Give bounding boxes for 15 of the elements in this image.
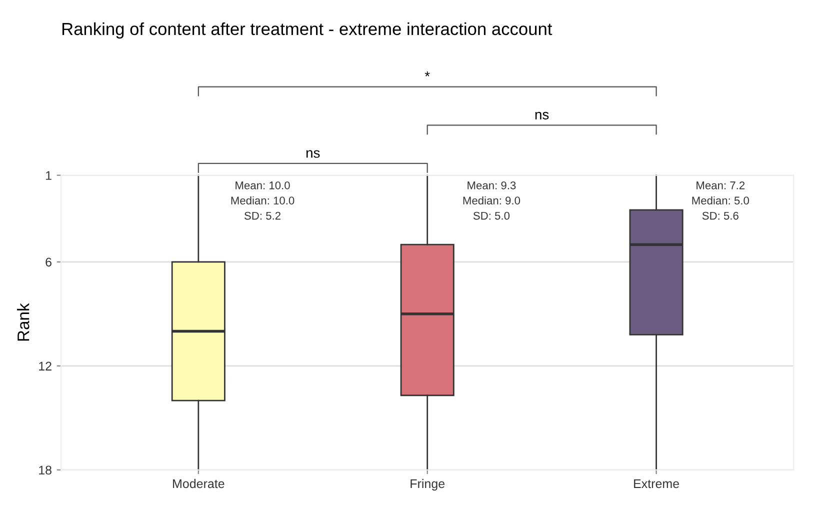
y-tick-label: 1 [46, 171, 52, 180]
x-tick-label: Fringe [410, 478, 445, 491]
annotation: Mean: 7.2 Median: 5.0 SD: 5.6 [692, 181, 749, 220]
y-tick-label: 12 [39, 362, 52, 370]
chart-title: Ranking of content after treatment - extreme interaction account [62, 22, 552, 39]
text: * [424, 71, 430, 76]
x-tick-label: Extreme [634, 479, 680, 488]
text: ns [535, 112, 549, 120]
y-axis-title: Rank [17, 303, 30, 341]
text: ns [306, 150, 320, 158]
annotation: Mean: 9.3 Median: 9.0 SD: 5.0 [463, 181, 520, 220]
y-tick-label: 6 [46, 258, 52, 267]
y-tick-label: 18 [39, 466, 52, 475]
annotation: Mean: 10.0 Median: 10.0 SD: 5.2 [231, 181, 294, 220]
x-tick-label: Moderate [173, 478, 224, 488]
